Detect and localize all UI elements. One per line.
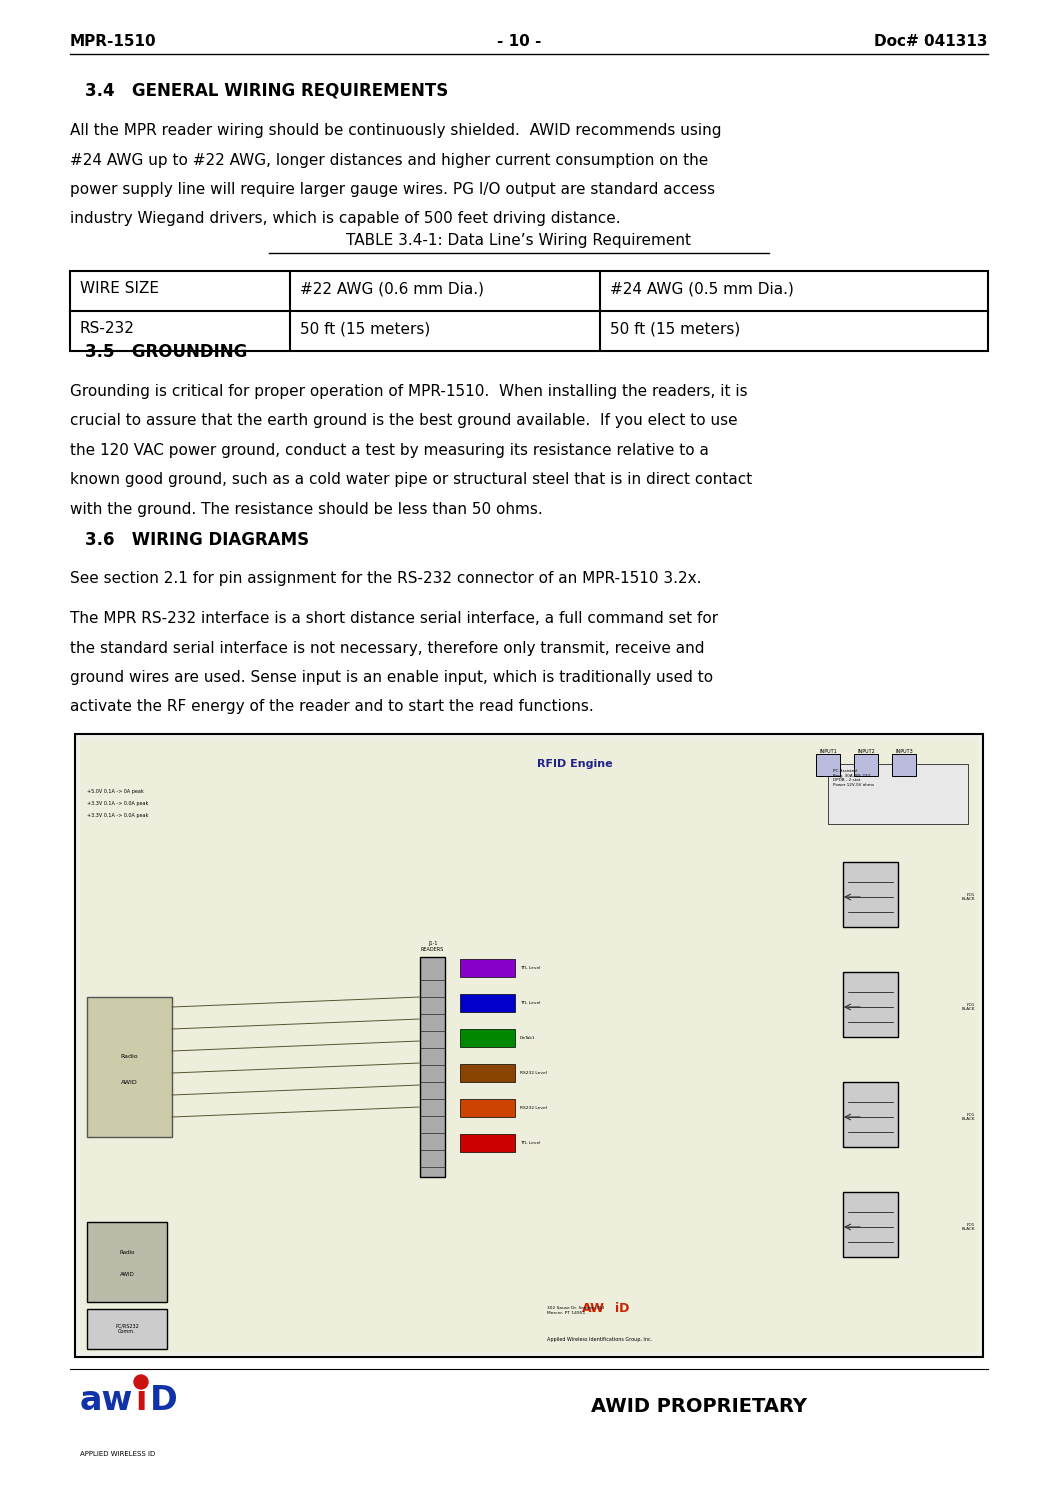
Text: Radio: Radio [120, 1054, 138, 1060]
Text: I/O1
BLACK: I/O1 BLACK [961, 1112, 975, 1121]
Text: J1-1
READERS: J1-1 READERS [421, 941, 444, 951]
Text: PC Assisted
Prog. 30A, RS-232
DPDB - 2 stat
Power 12V-0V ohms: PC Assisted Prog. 30A, RS-232 DPDB - 2 s… [834, 768, 874, 786]
Text: I/O1
BLACK: I/O1 BLACK [961, 893, 975, 901]
Text: #24 AWG up to #22 AWG, longer distances and higher current consumption on the: #24 AWG up to #22 AWG, longer distances … [70, 152, 708, 167]
Bar [80, 739, 978, 1352]
Text: i: i [135, 1383, 146, 1418]
Text: 3.5   GROUNDING: 3.5 GROUNDING [85, 342, 247, 360]
Text: known good ground, such as a cold water pipe or structural steel that is in dire: known good ground, such as a cold water … [70, 472, 753, 487]
Text: MPR-1510: MPR-1510 [70, 34, 157, 49]
Text: INPUT3: INPUT3 [895, 749, 912, 753]
Bar [87, 998, 172, 1138]
Text: 3.6   WIRING DIAGRAMS: 3.6 WIRING DIAGRAMS [85, 532, 309, 549]
Text: - 10 -: - 10 - [497, 34, 541, 49]
Text: RS-232: RS-232 [80, 322, 135, 337]
Text: 3.4   GENERAL WIRING REQUIREMENTS: 3.4 GENERAL WIRING REQUIREMENTS [85, 80, 448, 98]
Text: power supply line will require larger gauge wires. PG I/O output are standard ac: power supply line will require larger ga… [70, 182, 715, 197]
Text: PC/RS232
Comm.: PC/RS232 Comm. [115, 1324, 139, 1334]
Bar [828, 764, 968, 823]
Text: AWID: AWID [119, 1272, 135, 1276]
Text: Applied Wireless Identifications Group, Inc.: Applied Wireless Identifications Group, … [547, 1337, 652, 1342]
Text: aw: aw [80, 1383, 133, 1418]
Bar [460, 1099, 515, 1117]
Text: INPUT1: INPUT1 [819, 749, 837, 753]
Text: TTL Level: TTL Level [520, 1001, 541, 1005]
Bar [70, 271, 988, 351]
Text: See section 2.1 for pin assignment for the RS-232 connector of an MPR-1510 3.2x.: See section 2.1 for pin assignment for t… [70, 570, 702, 587]
Text: I/O1
BLACK: I/O1 BLACK [961, 1002, 975, 1011]
Bar [460, 995, 515, 1013]
Text: #24 AWG (0.5 mm Dia.): #24 AWG (0.5 mm Dia.) [610, 281, 794, 296]
Text: #22 AWG (0.6 mm Dia.): #22 AWG (0.6 mm Dia.) [300, 281, 484, 296]
Text: RFID Engine: RFID Engine [537, 759, 612, 768]
Bar [460, 1135, 515, 1152]
Text: 50 ft (15 meters): 50 ft (15 meters) [300, 322, 430, 337]
Text: RS232 Level: RS232 Level [520, 1071, 547, 1075]
Bar [460, 959, 515, 977]
Bar [892, 753, 916, 776]
Bar [843, 862, 898, 928]
Text: TABLE 3.4-1: Data Line’s Wiring Requirement: TABLE 3.4-1: Data Line’s Wiring Requirem… [347, 232, 691, 249]
Text: industry Wiegand drivers, which is capable of 500 feet driving distance.: industry Wiegand drivers, which is capab… [70, 211, 621, 226]
Text: crucial to assure that the earth ground is the best ground available.  If you el: crucial to assure that the earth ground … [70, 414, 738, 429]
Text: Grounding is critical for proper operation of MPR-1510.  When installing the rea: Grounding is critical for proper operati… [70, 384, 747, 399]
Text: INPUT2: INPUT2 [857, 749, 875, 753]
Bar [460, 1029, 515, 1047]
Bar [87, 1309, 167, 1349]
Text: activate the RF energy of the reader and to start the read functions.: activate the RF energy of the reader and… [70, 700, 594, 715]
Text: Doc# 041313: Doc# 041313 [874, 34, 988, 49]
Text: I/O1
BLACK: I/O1 BLACK [961, 1222, 975, 1231]
Bar [87, 1222, 167, 1301]
Text: ground wires are used. Sense input is an enable input, which is traditionally us: ground wires are used. Sense input is an… [70, 670, 713, 685]
Bar [843, 1083, 898, 1147]
Text: 302 Sause Dr. Section 303
Mercer, PT 14951: 302 Sause Dr. Section 303 Mercer, PT 149… [547, 1306, 604, 1315]
Text: RS232 Level: RS232 Level [520, 1106, 547, 1109]
Text: The MPR RS-232 interface is a short distance serial interface, a full command se: The MPR RS-232 interface is a short dist… [70, 610, 718, 625]
Text: Radio: Radio [119, 1249, 135, 1255]
Text: AWID PROPRIETARY: AWID PROPRIETARY [591, 1397, 807, 1416]
Text: D: D [151, 1383, 177, 1418]
Text: 50 ft (15 meters): 50 ft (15 meters) [610, 322, 740, 337]
Text: TTL Level: TTL Level [520, 1141, 541, 1145]
Bar [843, 972, 898, 1036]
Bar [460, 1065, 515, 1083]
Bar [843, 1193, 898, 1257]
Bar [420, 957, 445, 1176]
Bar [75, 734, 983, 1356]
Text: with the ground. The resistance should be less than 50 ohms.: with the ground. The resistance should b… [70, 502, 543, 517]
Text: the standard serial interface is not necessary, therefore only transmit, receive: the standard serial interface is not nec… [70, 640, 705, 655]
Text: the 120 VAC power ground, conduct a test by measuring its resistance relative to: the 120 VAC power ground, conduct a test… [70, 444, 709, 459]
Text: iD: iD [616, 1301, 629, 1315]
Circle shape [134, 1374, 148, 1389]
Text: All the MPR reader wiring should be continuously shielded.  AWID recommends usin: All the MPR reader wiring should be cont… [70, 124, 721, 138]
Text: DaTak1: DaTak1 [520, 1036, 536, 1039]
Text: AWID: AWID [121, 1080, 138, 1084]
Text: AW: AW [582, 1301, 605, 1315]
Circle shape [71, 1374, 155, 1459]
Text: APPLIED WIRELESS ID: APPLIED WIRELESS ID [80, 1450, 156, 1458]
Text: +5.0V 0.1A -> 0A peak: +5.0V 0.1A -> 0A peak [87, 789, 143, 794]
Text: WIRE SIZE: WIRE SIZE [80, 281, 159, 296]
Bar [854, 753, 878, 776]
Bar [816, 753, 840, 776]
Text: +3.3V 0.1A -> 0.0A peak: +3.3V 0.1A -> 0.0A peak [87, 801, 148, 806]
Text: +3.3V 0.1A -> 0.0A peak: +3.3V 0.1A -> 0.0A peak [87, 813, 148, 817]
Text: TTL Level: TTL Level [520, 966, 541, 969]
